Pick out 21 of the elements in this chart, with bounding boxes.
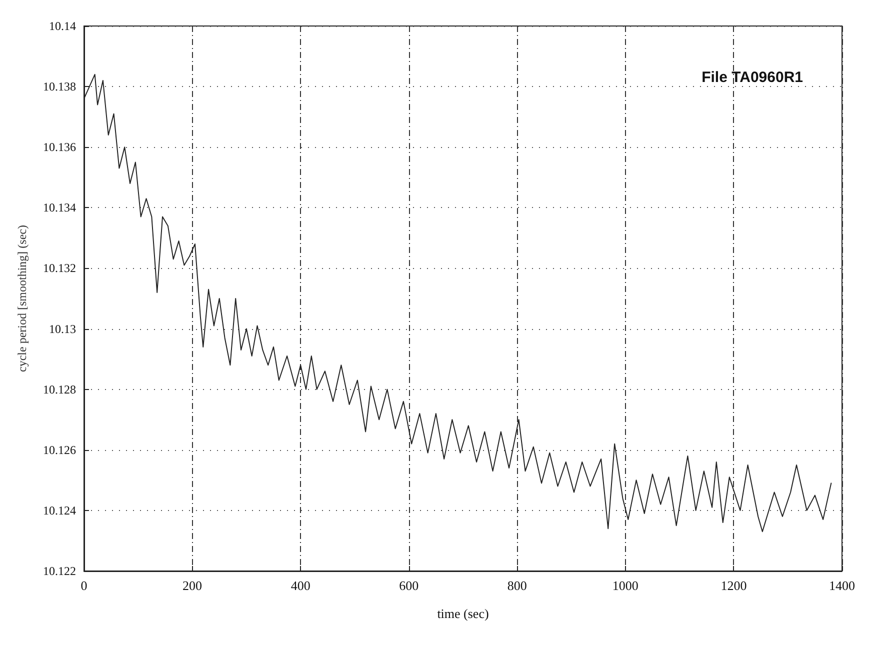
y-tick-label: 10.138 (43, 80, 76, 94)
y-tick-label: 10.134 (43, 200, 76, 215)
y-tick-label: 10.132 (43, 261, 76, 276)
y-axis-title: cycle period [smoothing] (sec) (15, 225, 29, 372)
y-tick-label: 10.13 (49, 322, 76, 336)
y-tick-label: 10.128 (43, 382, 76, 396)
x-tick-label: 200 (182, 578, 202, 593)
y-tick-label: 10.136 (43, 140, 76, 154)
x-tick-label: 600 (399, 578, 419, 593)
y-tick-label: 10.126 (43, 442, 76, 457)
x-axis-title: time (sec) (437, 606, 489, 621)
x-tick-label: 1200 (720, 578, 747, 593)
x-tick-label: 400 (290, 578, 310, 593)
annotation: File TA0960R1 (702, 69, 804, 86)
y-tick-label: 10.14 (49, 19, 76, 33)
x-tick-label: 1000 (612, 578, 638, 593)
x-tick-label: 1400 (829, 578, 855, 593)
y-tick-label: 10.122 (43, 564, 76, 578)
x-tick-label: 0 (80, 578, 88, 593)
x-tick-label: 800 (507, 578, 527, 593)
y-tick-label: 10.124 (43, 503, 76, 518)
